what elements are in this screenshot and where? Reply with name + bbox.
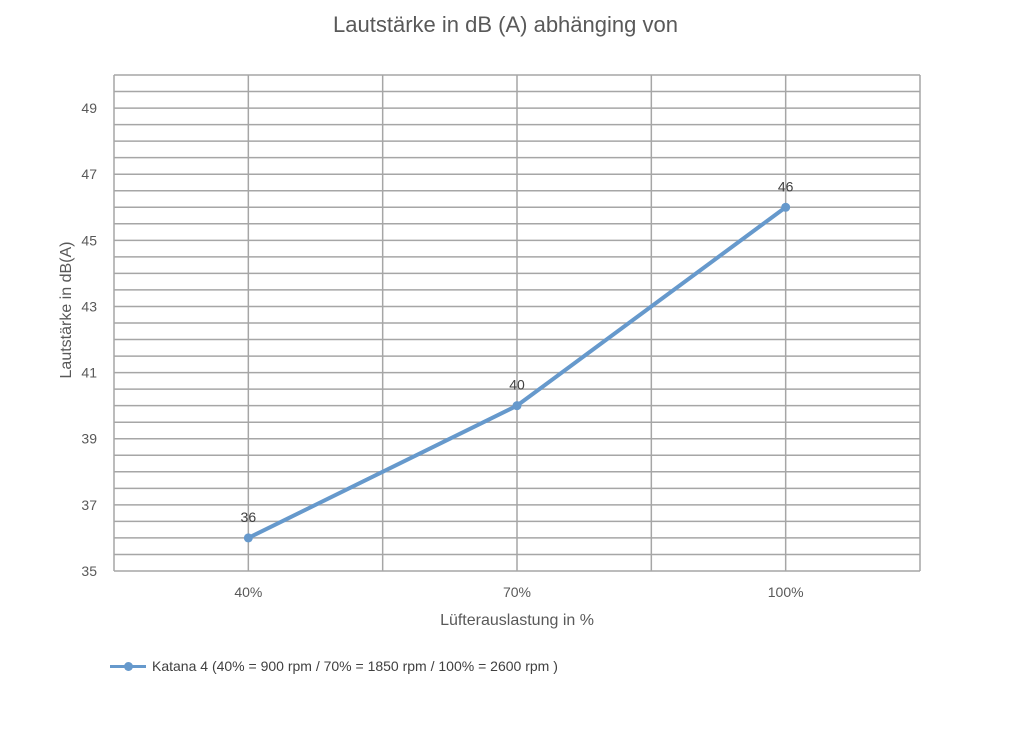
y-tick-label: 49 xyxy=(81,100,97,116)
series-group: 36 40 46 xyxy=(241,178,794,543)
data-label: 36 xyxy=(241,509,257,525)
data-point xyxy=(243,533,253,543)
x-tick-labels: 40% 70% 100% xyxy=(234,584,803,600)
x-tick-label: 100% xyxy=(768,584,804,600)
data-point xyxy=(781,202,791,212)
y-tick-label: 45 xyxy=(81,232,97,248)
y-tick-label: 35 xyxy=(81,563,97,579)
legend: Katana 4 (40% = 900 rpm / 70% = 1850 rpm… xyxy=(110,658,558,674)
y-tick-labels: 35 37 39 41 43 45 47 49 xyxy=(81,100,97,579)
x-axis-label: Lüfterauslastung in % xyxy=(440,612,594,629)
data-label: 40 xyxy=(509,377,525,393)
x-tick-label: 70% xyxy=(503,584,531,600)
y-tick-label: 47 xyxy=(81,166,97,182)
x-tick-label: 40% xyxy=(234,584,262,600)
y-tick-label: 43 xyxy=(81,298,97,314)
data-point xyxy=(512,401,522,411)
y-tick-label: 41 xyxy=(81,365,97,381)
y-tick-label: 39 xyxy=(81,431,97,447)
legend-label: Katana 4 (40% = 900 rpm / 70% = 1850 rpm… xyxy=(152,658,558,674)
y-tick-label: 37 xyxy=(81,497,97,513)
chart-title: Lautstärke in dB (A) abhänging von xyxy=(333,12,678,37)
data-label: 46 xyxy=(778,178,794,194)
y-axis-label: Lautstärke in dB(A) xyxy=(58,242,75,379)
gridlines xyxy=(113,74,921,572)
legend-swatch xyxy=(110,659,146,673)
